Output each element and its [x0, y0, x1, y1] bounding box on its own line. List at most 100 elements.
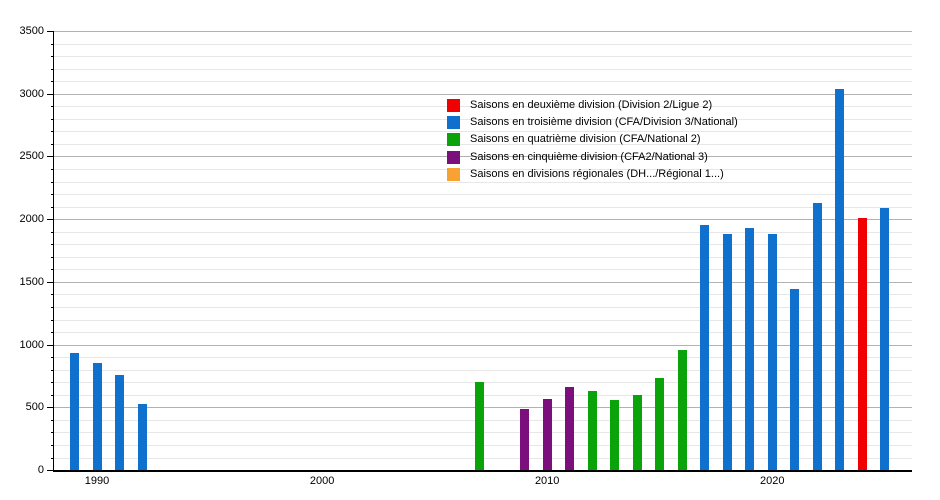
- y-axis-minor-tick: [50, 43, 54, 45]
- y-axis-label: 2000: [19, 213, 44, 226]
- legend-swatch-icon: [447, 133, 460, 147]
- bar-2021: [790, 289, 800, 470]
- y-axis-minor-tick: [50, 106, 54, 108]
- y-axis-label: 3500: [19, 25, 44, 37]
- y-axis-minor-tick: [50, 118, 54, 120]
- y-axis-minor-tick: [50, 319, 54, 321]
- gridline-minor: [54, 131, 912, 133]
- x-axis-line: [52, 469, 912, 472]
- gridline-minor: [54, 244, 912, 246]
- x-axis-label: 2010: [534, 475, 560, 487]
- gridline-minor: [54, 106, 912, 108]
- bar-1992: [137, 403, 147, 470]
- y-axis-minor-tick: [50, 332, 54, 333]
- bar-2022: [812, 202, 822, 470]
- legend-item: Saisons en deuxième division (Division 2…: [447, 97, 738, 114]
- y-axis-minor-tick: [50, 269, 54, 271]
- gridline-major: [54, 344, 912, 346]
- y-axis-label: 2500: [19, 150, 44, 163]
- bar-2014: [632, 394, 642, 470]
- y-axis-minor-tick: [50, 131, 54, 133]
- bar-2019: [745, 227, 755, 470]
- gridline-minor: [54, 143, 912, 145]
- legend-item: Saisons en troisième division (CFA/Divis…: [447, 114, 738, 131]
- gridline-minor: [54, 118, 912, 120]
- gridline-major: [54, 93, 912, 95]
- bar-2007: [475, 382, 485, 470]
- y-axis-minor-tick: [50, 181, 54, 183]
- y-axis-minor-tick: [50, 357, 54, 359]
- y-axis-minor-tick: [50, 256, 54, 258]
- y-axis-minor-tick: [50, 169, 54, 170]
- x-axis-label: 2000: [309, 475, 335, 487]
- bar-1990: [92, 363, 102, 470]
- legend: Saisons en deuxième division (Division 2…: [447, 97, 738, 183]
- y-axis-minor-tick: [50, 369, 54, 371]
- y-axis-major-tick: [47, 344, 54, 346]
- bar-2016: [677, 349, 687, 470]
- y-axis-label: 1500: [19, 275, 44, 288]
- y-axis-minor-tick: [50, 419, 54, 421]
- gridline-minor: [54, 294, 912, 296]
- legend-label: Saisons en cinquième division (CFA2/Nati…: [470, 150, 708, 163]
- gridline-minor: [54, 319, 912, 321]
- y-axis-minor-tick: [50, 244, 54, 246]
- x-axis-label: 2020: [760, 475, 785, 487]
- y-axis-minor-tick: [50, 457, 54, 459]
- gridline-minor: [54, 269, 912, 271]
- y-axis-label: 1000: [19, 338, 44, 351]
- legend-label: Saisons en troisième division (CFA/Divis…: [470, 116, 738, 129]
- y-axis-line: [52, 31, 54, 472]
- y-axis-label: 0: [37, 464, 44, 476]
- bar-2024: [857, 217, 867, 470]
- gridline-major: [54, 281, 912, 283]
- y-axis-minor-tick: [50, 231, 54, 233]
- y-axis-minor-tick: [50, 81, 54, 83]
- gridline-minor: [54, 68, 912, 70]
- y-axis-minor-tick: [50, 206, 54, 208]
- y-axis-minor-tick: [50, 444, 54, 446]
- gridline-minor: [54, 369, 912, 371]
- bar-2009: [520, 408, 530, 470]
- legend-item: Saisons en quatrième division (CFA/Natio…: [447, 131, 738, 148]
- legend-swatch-icon: [447, 167, 460, 181]
- bar-1989: [70, 353, 79, 470]
- gridline-minor: [54, 231, 912, 233]
- y-axis-minor-tick: [50, 294, 54, 296]
- gridline-minor: [54, 181, 912, 183]
- gridline-minor: [54, 306, 912, 308]
- gridline-minor: [54, 206, 912, 208]
- bar-2012: [587, 391, 597, 470]
- bar-2013: [610, 399, 620, 470]
- bar-2018: [722, 234, 732, 470]
- gridline-minor: [54, 194, 912, 196]
- y-axis-major-tick: [47, 407, 54, 409]
- gridline-major: [54, 219, 912, 221]
- y-axis-label: 3000: [19, 87, 44, 100]
- y-axis-minor-tick: [50, 143, 54, 145]
- x-axis-label: 1990: [84, 475, 110, 487]
- y-axis-minor-tick: [50, 432, 54, 434]
- y-axis-major-tick: [47, 219, 54, 221]
- y-axis-major-tick: [47, 93, 54, 95]
- bar-2020: [767, 234, 777, 470]
- gridline-minor: [54, 81, 912, 83]
- y-axis-major-tick: [47, 156, 54, 158]
- bar-2011: [565, 387, 575, 470]
- y-axis-minor-tick: [50, 194, 54, 196]
- y-axis-major-tick: [47, 470, 54, 471]
- bar-2015: [655, 378, 665, 470]
- bar-2010: [542, 398, 552, 470]
- legend-item: Saisons en cinquième division (CFA2/Nati…: [447, 149, 738, 166]
- y-axis-minor-tick: [50, 56, 54, 58]
- legend-swatch-icon: [447, 116, 460, 130]
- y-axis-minor-tick: [50, 306, 54, 308]
- legend-swatch-icon: [447, 99, 460, 113]
- gridline-minor: [54, 56, 912, 58]
- gridline-minor: [54, 43, 912, 45]
- legend-swatch-icon: [447, 150, 460, 164]
- y-axis-minor-tick: [50, 68, 54, 70]
- legend-label: Saisons en quatrième division (CFA/Natio…: [470, 133, 701, 146]
- gridline-major: [54, 156, 912, 158]
